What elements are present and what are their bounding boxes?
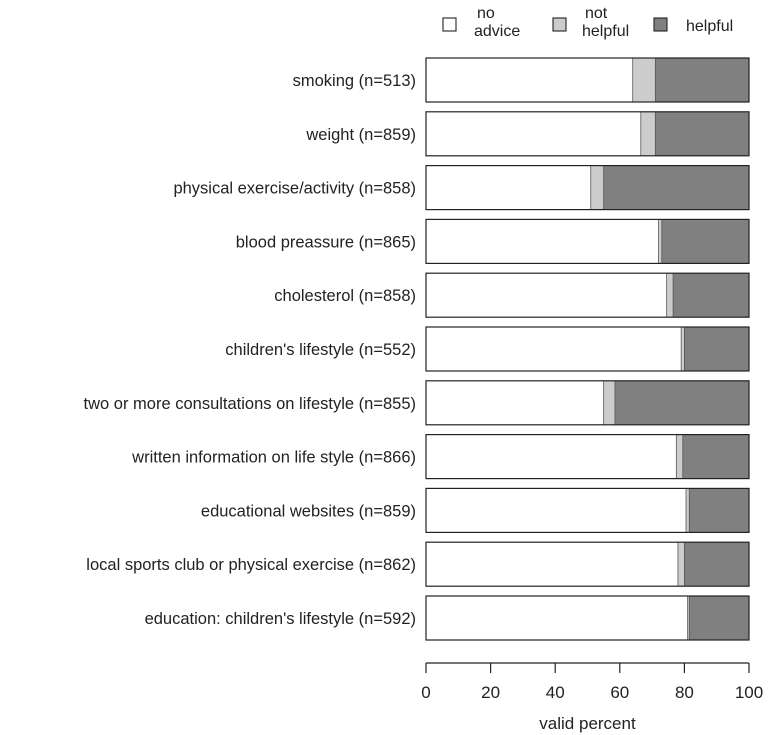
category-label: written information on life style (n=866… xyxy=(131,449,416,467)
bar-segment-not-helpful xyxy=(658,219,662,264)
bar-row xyxy=(425,595,750,641)
category-label: educational websites (n=859) xyxy=(201,502,416,520)
bar-outline xyxy=(425,272,750,318)
category-label: physical exercise/activity (n=858) xyxy=(173,180,416,198)
category-label: children's lifestyle (n=552) xyxy=(225,341,416,359)
bar-outline xyxy=(425,218,750,264)
bar-segment-helpful xyxy=(655,111,749,156)
bar-segment-no-advice xyxy=(426,219,659,264)
legend: no advice not helpful helpful xyxy=(442,5,733,40)
bar-segment-not-helpful xyxy=(640,111,656,156)
x-tick-label: 60 xyxy=(610,683,629,702)
bar-segment-helpful xyxy=(682,434,749,479)
bar-segment-helpful xyxy=(673,273,749,318)
bar-segment-helpful xyxy=(684,542,749,587)
bar-segment-no-advice xyxy=(426,273,667,318)
x-tick-label: 100 xyxy=(735,683,763,702)
bar-segment-not-helpful xyxy=(676,434,683,479)
bar-segment-no-advice xyxy=(426,111,641,156)
x-tick-label: 40 xyxy=(546,683,565,702)
legend-label: no advice xyxy=(474,5,520,40)
bar-segment-not-helpful xyxy=(603,380,615,425)
bar-segment-no-advice xyxy=(426,488,687,533)
bar-segment-no-advice xyxy=(426,596,688,640)
legend-item: no advice xyxy=(442,5,520,40)
bar-segment-helpful xyxy=(661,219,749,264)
bar-outline xyxy=(425,541,750,587)
bar-segment-no-advice xyxy=(426,58,633,102)
legend-swatch xyxy=(442,17,457,32)
category-label: smoking (n=513) xyxy=(293,72,416,90)
bar-segment-not-helpful xyxy=(677,542,685,587)
bar-segment-no-advice xyxy=(426,434,677,479)
bar-row xyxy=(425,272,750,318)
bar-segment-not-helpful xyxy=(590,165,604,210)
legend-label: helpful xyxy=(686,18,733,35)
bar-segment-not-helpful xyxy=(687,596,690,640)
bar-row xyxy=(425,111,750,157)
bar-segment-not-helpful xyxy=(632,58,656,102)
bar-row xyxy=(425,218,750,264)
category-label: two or more consultations on lifestyle (… xyxy=(84,395,416,413)
bar-segment-helpful xyxy=(689,488,749,533)
bar-outline xyxy=(425,165,750,211)
bar-segment-helpful xyxy=(603,165,749,210)
bar-outline xyxy=(425,434,750,480)
legend-label: not helpful xyxy=(582,5,629,40)
bar-segment-helpful xyxy=(614,380,749,425)
category-label: local sports club or physical exercise (… xyxy=(86,556,416,574)
bar-segment-no-advice xyxy=(426,327,682,371)
bar-segment-no-advice xyxy=(426,380,604,425)
category-label: blood preassure (n=865) xyxy=(236,233,416,251)
bar-row xyxy=(425,434,750,480)
category-label: cholesterol (n=858) xyxy=(274,287,416,305)
bar-outline xyxy=(425,326,750,372)
x-tick-label: 0 xyxy=(421,683,430,702)
bars-group xyxy=(425,57,750,641)
bar-outline xyxy=(425,111,750,157)
bar-row xyxy=(425,541,750,587)
bar-row xyxy=(425,380,750,426)
x-tick-label: 20 xyxy=(481,683,500,702)
bar-segment-helpful xyxy=(655,58,749,102)
legend-item: not helpful xyxy=(552,5,629,40)
bar-segment-not-helpful xyxy=(666,273,674,318)
category-labels: smoking (n=513) weight (n=859) physical ex… xyxy=(84,72,416,628)
bar-segment-no-advice xyxy=(426,165,591,210)
bar-row xyxy=(425,165,750,211)
x-tick-label: 80 xyxy=(675,683,694,702)
bar-segment-helpful xyxy=(689,596,749,640)
bar-segment-helpful xyxy=(684,327,749,371)
x-axis-title: valid percent xyxy=(539,714,636,733)
bar-row xyxy=(425,326,750,372)
bar-outline xyxy=(425,487,750,533)
bar-outline xyxy=(425,595,750,641)
bar-segment-not-helpful xyxy=(681,327,685,371)
category-label: weight (n=859) xyxy=(305,126,416,144)
bar-outline xyxy=(425,380,750,426)
bar-outline xyxy=(425,57,750,103)
bar-row xyxy=(425,487,750,533)
bar-segment-not-helpful xyxy=(686,488,690,533)
category-label: education: children's lifestyle (n=592) xyxy=(145,610,416,628)
bar-segment-no-advice xyxy=(426,542,678,587)
legend-item: helpful xyxy=(653,17,733,35)
legend-swatch xyxy=(552,17,567,32)
x-axis: 0 20 40 60 80 100 xyxy=(421,662,763,702)
bar-row xyxy=(425,57,750,103)
legend-swatch xyxy=(653,17,668,32)
